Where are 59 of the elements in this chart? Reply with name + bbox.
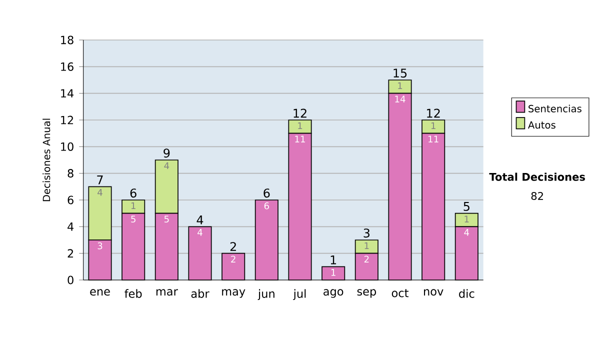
x-tick-label: sep xyxy=(357,289,376,298)
total-label: 4 xyxy=(196,216,204,224)
y-tick-label: 2 xyxy=(68,249,74,258)
total-label: 2 xyxy=(230,242,236,251)
data-label: 11 xyxy=(428,136,438,142)
x-tick-label: jun xyxy=(258,289,274,300)
data-label: 1 xyxy=(398,82,402,90)
x-tick-label: may xyxy=(222,289,246,298)
text: 82 xyxy=(531,192,543,200)
y-tick-label: 10 xyxy=(61,142,74,151)
data-label: 1 xyxy=(464,216,469,222)
x-tick-label: nov xyxy=(424,289,444,296)
total-label: 7 xyxy=(97,176,103,184)
total-label: 9 xyxy=(164,148,170,158)
data-label: 1 xyxy=(331,269,336,276)
data-label: 14 xyxy=(395,96,406,102)
total-label: 1 xyxy=(330,256,336,264)
y-tick-label: 14 xyxy=(61,89,74,98)
y-tick-label: 4 xyxy=(68,222,74,231)
data-label: 4 xyxy=(98,189,102,196)
y-tick-label: 6 xyxy=(68,196,74,204)
data-label: 3 xyxy=(98,242,102,250)
x-tick-label: feb xyxy=(124,289,142,298)
data-label: 1 xyxy=(364,242,369,250)
data-label: 1 xyxy=(131,202,136,210)
total-label: 15 xyxy=(394,68,407,78)
x-tick-label: oct xyxy=(392,289,408,298)
y-tick-label: 8 xyxy=(68,169,74,178)
data-label: 1 xyxy=(298,122,302,130)
data-label: 1 xyxy=(431,122,436,130)
data-label: 2 xyxy=(364,256,369,262)
text: Total Decisiones xyxy=(489,172,585,181)
data-label: 6 xyxy=(264,202,269,210)
x-tick-label: dic xyxy=(459,289,474,298)
x-tick-label: jul xyxy=(293,289,306,300)
y-tick-label: 18 xyxy=(61,36,74,44)
total-label: 5 xyxy=(464,202,470,211)
data-label: 4 xyxy=(164,162,170,170)
data-label: 5 xyxy=(131,216,136,223)
total-label: 6 xyxy=(264,188,270,198)
total-label: 3 xyxy=(364,228,370,238)
data-label: 11 xyxy=(295,136,305,142)
data-label: 5 xyxy=(164,216,169,223)
x-tick-label: ago xyxy=(324,289,344,298)
y-tick-label: 16 xyxy=(61,62,74,71)
y-tick-label: 12 xyxy=(61,116,74,124)
data-label: 4 xyxy=(464,229,470,236)
x-tick-label: ene xyxy=(90,289,110,296)
legend-label: Sentencias xyxy=(528,104,582,112)
x-tick-label: abr xyxy=(191,289,210,298)
total-label: 6 xyxy=(130,188,136,198)
data-label: 2 xyxy=(231,256,236,262)
total-label: 12 xyxy=(427,108,440,118)
y-tick-label: 0 xyxy=(68,276,74,284)
legend-label: Autos xyxy=(528,121,556,129)
x-tick-label: mar xyxy=(156,289,178,296)
y-axis-title: Decisiones Anual xyxy=(42,118,50,202)
data-label: 4 xyxy=(198,229,202,236)
total-label: 12 xyxy=(294,108,306,118)
